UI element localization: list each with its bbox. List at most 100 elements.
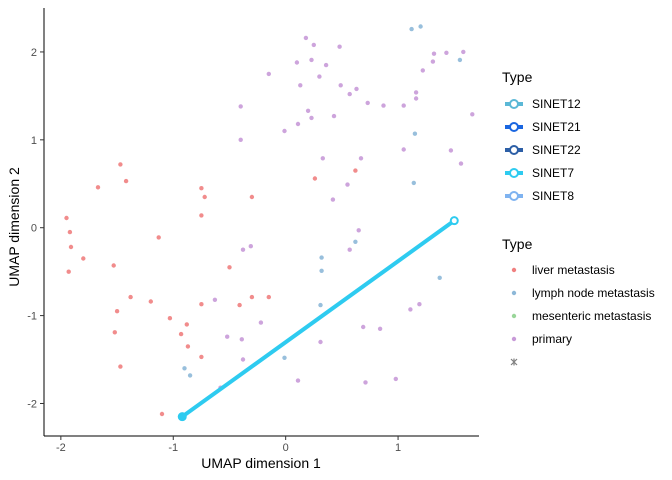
data-point — [381, 103, 386, 108]
data-point — [437, 275, 442, 280]
legend-item-point-3: primary — [511, 332, 572, 346]
trajectory-line — [180, 218, 457, 419]
data-point — [159, 411, 165, 417]
data-point — [417, 302, 422, 307]
data-point — [266, 294, 271, 300]
legend-label: lymph node metastasis — [532, 286, 655, 300]
data-point — [401, 147, 406, 152]
legend-item-point-4 — [510, 358, 518, 366]
data-point — [317, 74, 322, 79]
legend-item-sinet8: SINET8 — [505, 189, 574, 203]
data-point — [123, 178, 129, 184]
data-point — [356, 228, 361, 233]
legend-point-swatch — [511, 290, 517, 296]
data-point — [148, 299, 153, 304]
legend-label: SINET21 — [532, 120, 581, 134]
data-point — [249, 194, 255, 200]
data-point — [470, 112, 475, 117]
x-tick-label: -2 — [56, 442, 66, 454]
data-point — [309, 57, 314, 63]
data-point — [418, 24, 423, 29]
legend-marker-swatch — [509, 122, 519, 132]
data-point — [248, 244, 253, 249]
data-point — [187, 373, 193, 378]
data-point — [64, 215, 69, 221]
data-point — [68, 244, 74, 250]
data-point — [461, 49, 466, 55]
data-point — [294, 60, 300, 65]
data-point — [412, 131, 418, 136]
data-point — [185, 344, 191, 349]
data-point — [401, 103, 406, 108]
data-point — [457, 57, 463, 63]
axes: -2 -1 0 1 -2 -1 0 1 2 — [27, 8, 479, 454]
data-point — [353, 168, 358, 173]
y-tick-label: 2 — [31, 47, 37, 59]
data-point — [227, 265, 232, 270]
data-point — [331, 113, 337, 119]
data-point — [309, 115, 314, 121]
plot-area — [64, 24, 475, 422]
data-point — [311, 42, 316, 48]
data-point — [178, 331, 184, 337]
data-point — [258, 320, 264, 325]
data-point — [67, 229, 73, 235]
data-point — [295, 378, 301, 383]
data-point — [184, 322, 189, 327]
data-point — [249, 294, 255, 300]
legend-marker-swatch — [509, 168, 519, 178]
data-point — [118, 364, 123, 369]
data-point — [318, 339, 323, 345]
data-point — [353, 239, 358, 244]
legend-label: SINET12 — [532, 97, 581, 111]
data-point — [377, 326, 383, 331]
data-point — [95, 185, 101, 190]
data-point — [240, 357, 246, 362]
data-point — [111, 263, 116, 268]
data-point — [330, 197, 336, 202]
data-point — [182, 366, 187, 371]
data-point — [282, 355, 287, 360]
legend-item-sinet22: SINET22 — [505, 143, 581, 157]
legend-item-point-0: liver metastasis — [511, 263, 615, 277]
legend-point-swatch — [511, 267, 517, 273]
data-point — [225, 334, 230, 339]
y-tick-label: -1 — [27, 311, 37, 323]
y-tick-label: 1 — [31, 135, 37, 147]
data-point — [409, 26, 414, 32]
data-point — [319, 268, 324, 273]
trajectory-start-point — [177, 412, 187, 422]
data-point — [303, 35, 309, 41]
data-point — [237, 302, 242, 308]
data-point — [347, 91, 352, 97]
data-point — [238, 104, 243, 109]
x-tick-label: 1 — [395, 442, 401, 454]
data-point — [167, 316, 173, 321]
data-point — [118, 162, 123, 167]
data-point — [458, 161, 464, 166]
data-point — [393, 376, 398, 382]
y-tick-label: 0 — [31, 223, 37, 235]
x-tick-label: 0 — [283, 442, 289, 454]
data-point — [411, 180, 416, 186]
data-point — [66, 269, 71, 274]
x-axis-title: UMAP dimension 1 — [201, 455, 321, 471]
legend-marker-swatch — [509, 99, 519, 109]
data-point — [238, 137, 243, 142]
data-point — [312, 176, 318, 181]
data-point — [156, 235, 161, 240]
point-legend-title: Type — [502, 236, 533, 252]
data-point — [128, 294, 133, 300]
data-point — [282, 128, 287, 134]
data-point — [266, 71, 271, 77]
data-point — [318, 302, 323, 308]
data-point — [199, 354, 204, 360]
data-point — [337, 44, 342, 49]
data-point — [354, 86, 359, 92]
data-point — [239, 337, 244, 342]
legend-marker-swatch — [509, 145, 519, 155]
legend-point-swatch — [511, 313, 517, 319]
data-point — [413, 96, 419, 101]
x-tick-label: -1 — [168, 442, 178, 454]
